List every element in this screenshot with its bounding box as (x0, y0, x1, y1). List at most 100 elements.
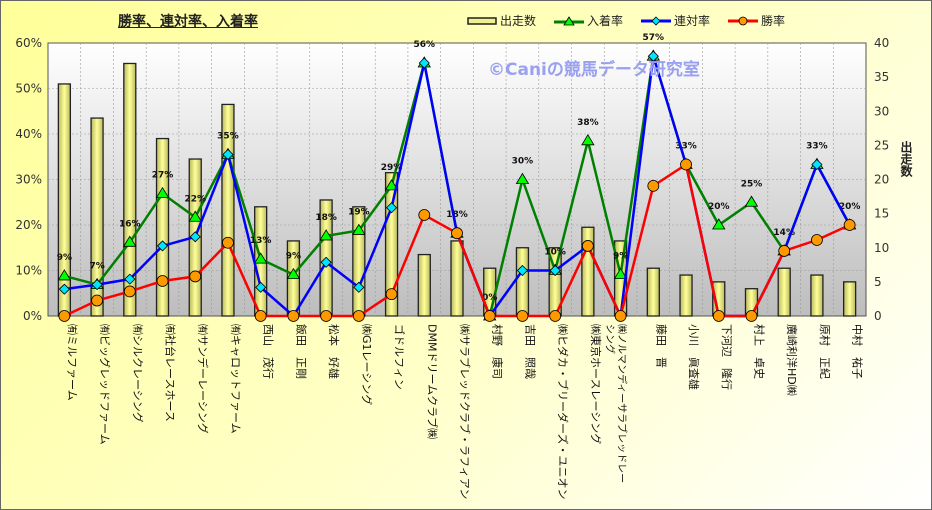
category-label: 廣崎利洋HD㈱ (785, 324, 799, 396)
circle-marker (123, 285, 136, 298)
category-label: ㈲キャロットファーム (229, 324, 242, 434)
left-tick-label: 10% (15, 264, 42, 278)
legend-label: 連対率 (674, 14, 711, 28)
diamond-marker (353, 281, 365, 293)
data-label: 56% (414, 40, 436, 50)
category-label: ゴドルフィン (393, 324, 407, 390)
category-label: 下河辺 隆行 (720, 324, 734, 390)
circle-marker (843, 219, 856, 231)
category-label: ㈲ミルファーム (65, 324, 78, 401)
data-label: 29% (381, 163, 403, 173)
circle-marker (811, 234, 823, 246)
category-label: ㈱ヒダカ・ブリーダーズ・ユニオン (556, 324, 570, 499)
data-label: 0% (482, 293, 497, 303)
diamond-marker (811, 158, 823, 171)
legend-label: 出走数 (500, 14, 537, 28)
category-label: 西山 茂行 (262, 324, 276, 379)
right-tick-label: 0 (874, 309, 882, 323)
diamond-marker (385, 202, 398, 214)
triangle-marker (319, 229, 333, 241)
diamond-marker (156, 240, 169, 252)
circle-marker (58, 310, 71, 322)
circle-marker (712, 310, 725, 322)
diamond-marker (189, 231, 201, 243)
category-label: ㈱ノルマンディーサラブレッドレーシング (604, 324, 629, 483)
data-label: 19% (348, 207, 370, 217)
circle-marker (254, 310, 267, 322)
left-tick-label: 30% (15, 173, 42, 187)
right-tick-label: 20 (874, 173, 889, 187)
legend-label: 入着率 (587, 14, 624, 28)
circle-marker (385, 288, 398, 301)
diamond-marker (222, 148, 234, 161)
left-tick-label: 60% (15, 36, 42, 50)
category-label: 村上 卓史 (752, 324, 766, 379)
data-label: 22% (184, 194, 206, 204)
data-label: 33% (806, 141, 828, 151)
diamond-marker (320, 256, 332, 268)
right-tick-label: 15 (874, 207, 889, 221)
data-label: 57% (643, 33, 665, 43)
right-tick-label: 10 (874, 241, 889, 255)
circle-marker (483, 310, 496, 322)
data-label: 14% (773, 228, 795, 238)
diamond-marker (124, 273, 136, 285)
category-label: 中村 祐子 (851, 324, 865, 379)
data-label: 27% (152, 171, 174, 181)
category-label: ㈲ビッグレッドファーム (98, 324, 112, 445)
bar-starts (810, 274, 824, 317)
bar-starts (679, 274, 693, 317)
triangle-marker (744, 195, 759, 207)
triangle-marker (253, 252, 268, 264)
triangle-marker (123, 235, 137, 247)
triangle-marker (581, 134, 595, 146)
category-label: 村野 康司 (491, 324, 505, 379)
legend-item-starts: 出走数 (467, 12, 536, 29)
right-tick-label: 40 (874, 36, 889, 50)
legend-diamond-swatch (641, 15, 672, 26)
legend-bar-swatch (467, 16, 497, 25)
circle-marker (451, 227, 463, 240)
data-label: 13% (250, 236, 272, 246)
legend: 出走数 入着率 連対率 勝率 (467, 12, 785, 29)
circle-marker (549, 310, 562, 322)
data-label: 9% (57, 253, 72, 263)
legend-triangle-swatch (554, 15, 585, 25)
category-label: 藤田 晋 (654, 324, 667, 368)
diamond-marker (91, 279, 103, 291)
triangle-marker (352, 223, 366, 235)
data-label: 16% (119, 219, 141, 229)
triangle-marker (712, 218, 726, 230)
legend-item-quinella-rate: 連対率 (641, 12, 710, 29)
circle-marker (156, 275, 169, 287)
left-tick-label: 20% (15, 218, 42, 232)
bar-starts (417, 253, 431, 317)
category-label: 小川 眞査雄 (687, 324, 701, 390)
bar-starts (515, 247, 530, 317)
diamond-marker (255, 281, 267, 293)
circle-marker (581, 240, 594, 252)
bar-starts (646, 267, 660, 317)
circle-marker (418, 209, 431, 221)
triangle-marker (155, 186, 170, 199)
data-label: 9% (286, 252, 301, 262)
category-label: ㈱東京ホースレーシング (589, 324, 603, 444)
bar-starts (123, 62, 137, 317)
diamond-marker (549, 264, 561, 277)
data-label: 25% (741, 179, 763, 189)
circle-marker (222, 236, 234, 249)
data-label: 20% (708, 202, 730, 212)
circle-marker (352, 310, 365, 322)
triangle-marker (57, 269, 72, 281)
left-tick-label: 40% (15, 127, 42, 141)
bar-starts (777, 267, 791, 317)
category-label: 原村 正紀 (818, 324, 832, 379)
category-label: ㈱G1レーシング (360, 324, 374, 405)
right-tick-label: 35 (874, 70, 889, 84)
data-label: 35% (217, 131, 239, 141)
data-label: 20% (839, 202, 861, 212)
category-label: 飯田 正剛 (294, 324, 308, 379)
triangle-marker (384, 179, 399, 191)
